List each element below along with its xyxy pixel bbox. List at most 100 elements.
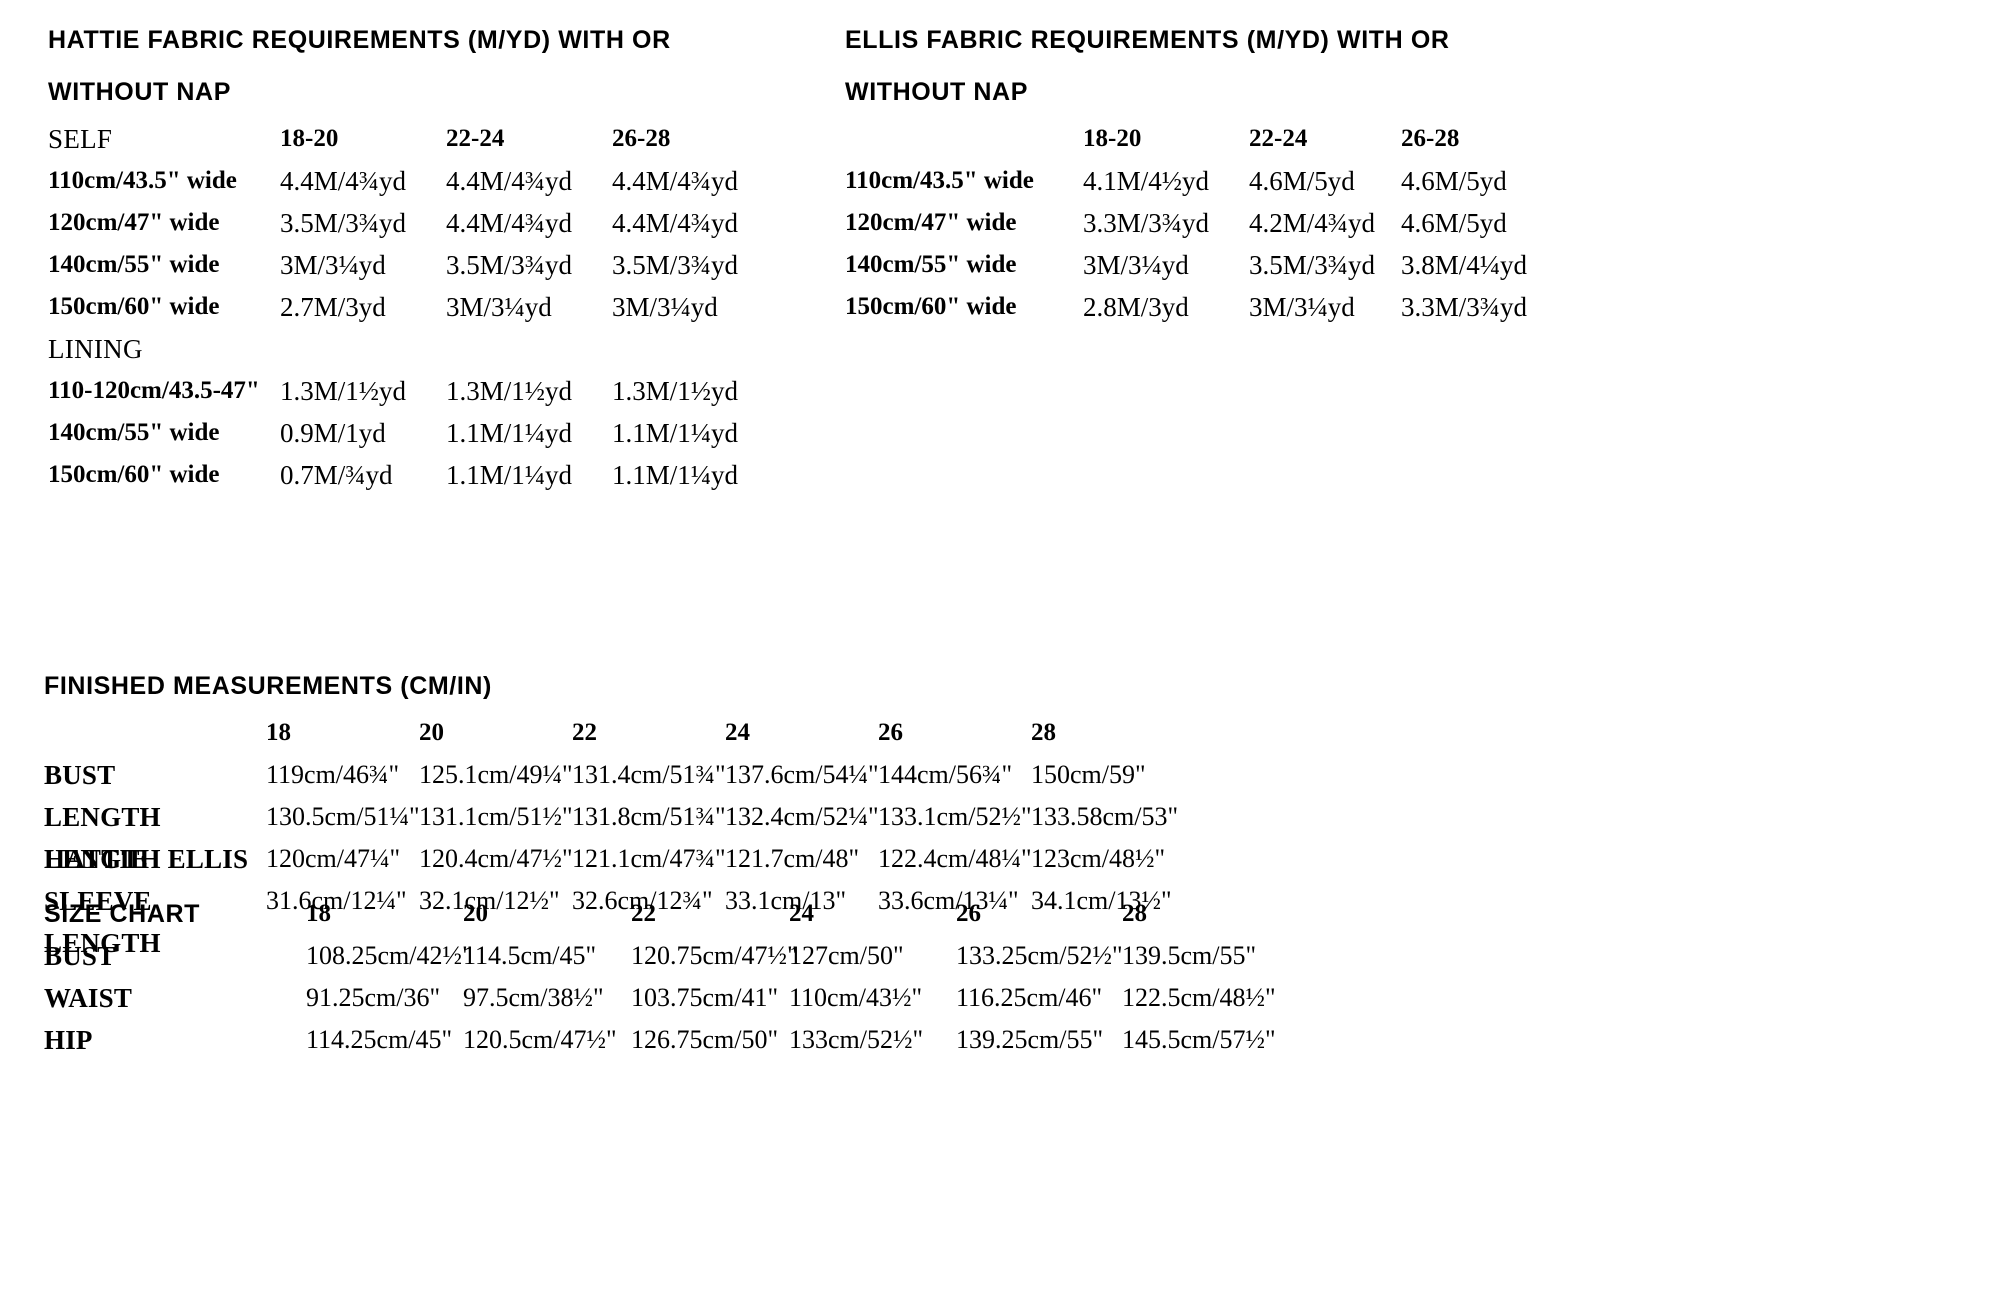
fm-cell: 130.5cm/51¼" [266,802,420,831]
hattie-self-cell: 4.4M/4¾yd [446,208,573,238]
hattie-lining-cell: 0.9M/1yd [280,418,386,448]
sc-cell: 116.25cm/46" [956,983,1103,1012]
sc-col-18: 18 [306,900,331,927]
finished-measurements-table: 18 20 22 24 26 28 BUST 119cm/46¾" 125.1c… [44,712,1191,958]
fm-col-24: 24 [725,719,750,746]
hattie-self-cell: 3M/3¼yd [446,292,552,322]
sc-cell: 114.5cm/45" [463,941,597,970]
hattie-lining-cell: 1.1M/1¼yd [612,418,739,448]
ellis-fabric-section: ELLIS FABRIC REQUIREMENTS (M/YD) WITH OR… [845,14,1965,328]
hattie-col-18-20: 18-20 [280,125,339,152]
fm-cell: 131.1cm/51½" [419,802,573,831]
hattie-lining-label: LINING [48,334,143,364]
ellis-cell: 3.3M/3¾yd [1083,208,1210,238]
sc-cell: 145.5cm/57½" [1122,1025,1276,1054]
finished-measurements-section: FINISHED MEASUREMENTS (CM/IN) 18 20 22 2… [44,660,1191,958]
hattie-self-cell: 3.5M/3¾yd [446,250,573,280]
ellis-row-label: 120cm/47" wide [845,209,1017,236]
hattie-col-26-28: 26-28 [612,125,671,152]
ellis-row-label: 150cm/60" wide [845,293,1017,320]
sc-col-24: 24 [789,900,814,927]
hattie-col-22-24: 22-24 [446,125,505,152]
hattie-self-row-label: 140cm/55" wide [48,251,220,278]
ellis-col-18-20: 18-20 [1083,125,1142,152]
fm-row-label: LENGTH ELLIS [44,844,249,874]
hattie-lining-cell: 1.1M/1¼yd [612,460,739,490]
fm-cell: 33.6cm/13¼" [878,886,1019,915]
hattie-lining-cell: 1.1M/1¼yd [446,418,573,448]
ellis-row-label: 140cm/55" wide [845,251,1017,278]
hattie-self-cell: 3.5M/3¾yd [612,250,739,280]
hattie-lining-cell: 1.3M/1½yd [612,376,739,406]
hattie-self-row-label: 150cm/60" wide [48,293,220,320]
ellis-col-26-28: 26-28 [1401,125,1460,152]
hattie-heading-line1: HATTIE FABRIC REQUIREMENTS (M/YD) WITH O… [48,26,671,54]
sc-cell: 108.25cm/42½" [306,941,473,970]
fm-col-20: 20 [419,719,444,746]
sc-cell: 97.5cm/38½" [463,983,604,1012]
ellis-corner-spacer [845,118,1083,160]
ellis-heading-line1: ELLIS FABRIC REQUIREMENTS (M/YD) WITH OR [845,26,1450,54]
ellis-cell: 4.1M/4½yd [1083,166,1210,196]
fm-cell: 121.7cm/48" [725,844,860,873]
sc-row-label: HIP [44,1025,93,1055]
hattie-lining-row-label: 150cm/60" wide [48,461,220,488]
spacer [446,328,612,370]
hattie-self-row-label: 120cm/47" wide [48,209,220,236]
sc-cell: 127cm/50" [789,941,904,970]
size-chart-title: SIZE CHART [44,900,200,928]
fm-cell: 32.1cm/12½" [419,886,560,915]
ellis-cell: 3.3M/3¾yd [1401,292,1528,322]
fm-cell: 33.1cm/13" [725,886,847,915]
sc-cell: 126.75cm/50" [631,1025,779,1054]
fm-cell: 121.1cm/47¾" [572,844,726,873]
sc-row-label: BUST [44,941,116,971]
fm-cell: 133.1cm/52½" [878,802,1032,831]
hattie-lining-cell: 1.3M/1½yd [280,376,407,406]
hattie-lining-cell: 1.1M/1¼yd [446,460,573,490]
sc-cell: 120.75cm/47½" [631,941,798,970]
sc-cell: 133cm/52½" [789,1025,924,1054]
finished-measurements-heading: FINISHED MEASUREMENTS (CM/IN) [44,672,492,700]
ellis-cell: 4.2M/4¾yd [1249,208,1376,238]
fm-cell: 133.58cm/53" [1031,802,1179,831]
fm-cell: 119cm/46¾" [266,760,400,789]
fm-cell: 32.6cm/12¾" [572,886,713,915]
hattie-self-cell: 3.5M/3¾yd [280,208,407,238]
hattie-self-row-label: 110cm/43.5" wide [48,167,237,194]
hattie-lining-row-label: 140cm/55" wide [48,419,220,446]
hattie-self-cell: 3M/3¼yd [612,292,718,322]
sc-cell: 110cm/43½" [789,983,923,1012]
ellis-cell: 3.8M/4¼yd [1401,250,1528,280]
fm-cell: 34.1cm/13½" [1031,886,1172,915]
fm-cell: 132.4cm/52¼" [725,802,879,831]
hattie-self-label: SELF [48,124,113,154]
hattie-heading-line2: WITHOUT NAP [48,78,231,106]
fm-cell: 137.6cm/54¼" [725,760,879,789]
ellis-fabric-table: 18-20 22-24 26-28 110cm/43.5" wide 4.1M/… [845,118,1965,328]
fm-cell: 122.4cm/48¼" [878,844,1032,873]
sc-col-28: 28 [1122,900,1147,927]
sc-cell: 139.5cm/55" [1122,941,1257,970]
size-chart-table: SIZE CHART 18 20 22 24 26 28 BUST 108.25… [44,893,1292,1061]
hattie-self-cell: 4.4M/4¾yd [446,166,573,196]
hattie-fabric-table: SELF 18-20 22-24 26-28 110cm/43.5" wide … [48,118,948,496]
ellis-cell: 4.6M/5yd [1401,166,1507,196]
sc-cell: 122.5cm/48½" [1122,983,1276,1012]
ellis-heading-line2: WITHOUT NAP [845,78,1028,106]
spacer [280,328,446,370]
hattie-self-cell: 2.7M/3yd [280,292,386,322]
sc-cell: 133.25cm/52½" [956,941,1123,970]
fm-row-label: BUST [44,760,116,790]
hattie-lining-row-label: 110-120cm/43.5-47" [48,377,260,404]
ellis-cell: 3.5M/3¾yd [1249,250,1376,280]
sc-cell: 139.25cm/55" [956,1025,1104,1054]
sc-cell: 103.75cm/41" [631,983,779,1012]
fm-col-18: 18 [266,719,291,746]
fm-cell: 125.1cm/49¼" [419,760,573,789]
sc-col-22: 22 [631,900,656,927]
ellis-cell: 4.6M/5yd [1249,166,1355,196]
spacer [612,328,792,370]
sc-row-label: WAIST [44,983,133,1013]
